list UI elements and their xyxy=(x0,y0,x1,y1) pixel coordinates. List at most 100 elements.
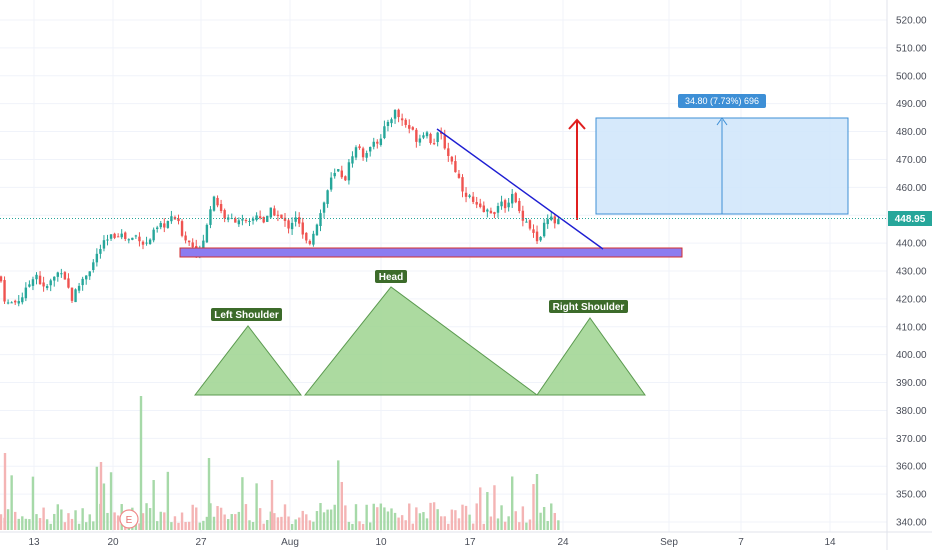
volume-bar xyxy=(443,516,446,530)
candle-body xyxy=(255,215,258,221)
candle-body xyxy=(10,302,13,304)
time-axis[interactable]: 13 20 27 Aug 10 17 24 Sep 7 14 xyxy=(0,531,932,548)
volume-bar xyxy=(156,521,159,530)
candle-body xyxy=(234,218,237,223)
volume-bar xyxy=(241,477,244,530)
candle-body xyxy=(99,249,102,254)
volume-bar xyxy=(205,516,209,530)
volume-bar xyxy=(372,503,375,530)
volume-bar xyxy=(379,503,383,530)
candle-body xyxy=(262,216,265,223)
volume-bar xyxy=(230,514,233,530)
candle-body xyxy=(319,213,322,227)
volume-bar xyxy=(518,522,521,530)
volume-bar xyxy=(35,514,38,530)
volume-bar xyxy=(344,505,347,530)
volume-bar xyxy=(315,511,319,530)
volume-bar xyxy=(333,504,336,530)
volume-bar xyxy=(49,523,52,530)
x-tick-label: 24 xyxy=(557,537,569,548)
candle-body xyxy=(244,220,248,222)
volume-bar xyxy=(148,508,152,530)
candle-body xyxy=(191,242,194,248)
head-shoulders-pattern xyxy=(193,286,646,396)
y-tick-label: 390.00 xyxy=(896,378,927,389)
volume-bar xyxy=(70,518,74,530)
volume-bar xyxy=(411,523,414,530)
candle-body xyxy=(28,284,31,287)
candle-body xyxy=(337,169,340,172)
x-tick-label: 14 xyxy=(824,537,836,548)
volume-bar xyxy=(464,505,468,530)
volume-bar xyxy=(557,520,560,530)
y-tick-label: 380.00 xyxy=(896,406,927,417)
candle-body xyxy=(187,240,191,243)
candle-body xyxy=(209,209,212,225)
volume-bar xyxy=(386,511,390,530)
volume-bar xyxy=(276,517,280,530)
candle-body xyxy=(56,272,59,277)
y-tick-label: 500.00 xyxy=(896,71,927,82)
candle-body xyxy=(269,207,272,218)
candle-body xyxy=(21,297,24,303)
candle-body xyxy=(397,109,400,118)
candle-body xyxy=(514,193,517,203)
candle-body xyxy=(287,220,290,229)
volume-bar xyxy=(546,521,549,530)
volume-bar xyxy=(170,522,173,530)
candle-body xyxy=(109,234,113,239)
candle-body xyxy=(42,282,45,287)
candle-body xyxy=(521,210,525,221)
candle-body xyxy=(329,177,333,190)
volume-bar xyxy=(390,508,393,530)
candle-body xyxy=(92,262,95,271)
candle-body xyxy=(177,218,180,222)
volume-bar xyxy=(251,521,255,530)
volume-bar xyxy=(207,458,211,530)
candle-body xyxy=(6,302,10,304)
volume-bar xyxy=(262,523,265,530)
candle-body xyxy=(468,195,471,197)
descending-trendline[interactable] xyxy=(436,128,604,250)
candle-body xyxy=(305,232,308,241)
candle-body xyxy=(535,231,539,242)
candle-body xyxy=(216,197,219,206)
candle-body xyxy=(500,201,503,207)
candle-body xyxy=(354,147,358,158)
volume-bar xyxy=(42,507,45,530)
candle-body xyxy=(376,141,379,144)
x-tick-label: Sep xyxy=(660,537,678,548)
volume-bar xyxy=(312,521,315,530)
candle-body xyxy=(482,205,485,213)
candle-body xyxy=(3,280,6,302)
volume-bar xyxy=(38,518,42,530)
x-tick-label: 20 xyxy=(107,537,119,548)
volume-bar xyxy=(166,471,170,530)
candle-body xyxy=(163,223,166,228)
volume-bar xyxy=(45,519,49,530)
price-axis[interactable]: 520.00 510.00 500.00 490.00 480.00 470.00 460.… xyxy=(886,0,932,550)
x-tick-label: 13 xyxy=(28,537,40,548)
y-tick-label: 440.00 xyxy=(896,239,927,250)
candle-body xyxy=(67,278,70,288)
neckline-zone[interactable] xyxy=(179,247,683,258)
y-tick-label: 420.00 xyxy=(896,294,927,305)
volume-marker: E xyxy=(119,509,139,529)
volume-bar xyxy=(77,523,81,530)
volume-bar xyxy=(514,511,517,530)
candle-body xyxy=(124,232,127,239)
candle-body xyxy=(280,214,283,219)
candle-body xyxy=(148,239,152,244)
y-tick-label: 480.00 xyxy=(896,127,927,138)
candle-body xyxy=(553,216,556,224)
candle-body xyxy=(471,196,475,202)
candle-body xyxy=(507,202,510,208)
candle-body xyxy=(77,285,81,291)
candle-body xyxy=(461,177,464,192)
volume-bar xyxy=(21,516,24,530)
candle-body xyxy=(212,196,216,211)
volume-bar xyxy=(358,521,361,530)
volume-bar xyxy=(337,460,340,530)
